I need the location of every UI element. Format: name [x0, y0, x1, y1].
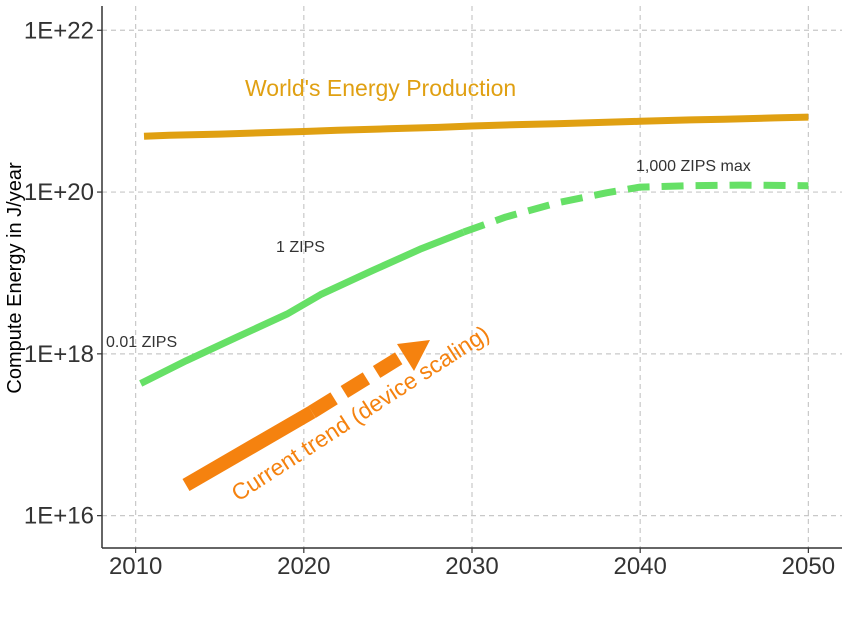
x-tick-label: 2050 [782, 553, 835, 580]
x-tick-label: 2040 [613, 553, 666, 580]
annotation-current-trend: Current trend (device scaling) [227, 320, 494, 506]
annotation-0-01-zips: 0.01 ZIPS [106, 334, 177, 351]
grid [102, 6, 842, 548]
annotation-1000-zips-max: 1,000 ZIPS max [636, 158, 751, 175]
y-tick-label: 1E+18 [24, 341, 94, 368]
series-lines [139, 113, 809, 387]
y-tick-label: 1E+22 [24, 17, 94, 44]
y-tick-labels: 1E+16 1E+18 1E+20 1E+22 [24, 17, 94, 529]
series-line-3 [462, 181, 809, 236]
annotation-world-energy: World's Energy Production [245, 75, 516, 101]
trend-arrow [182, 340, 430, 492]
trend-arrow-head [397, 340, 430, 371]
x-tick-label: 2020 [277, 553, 330, 580]
y-tick-label: 1E+16 [24, 503, 94, 530]
x-tick-label: 2030 [445, 553, 498, 580]
y-tick-label: 1E+20 [24, 179, 94, 206]
series-line-2 [139, 228, 465, 387]
trend-arrow-solid [182, 405, 316, 492]
axes [97, 6, 842, 553]
x-tick-label: 2010 [109, 553, 162, 580]
annotation-1-zips: 1 ZIPS [276, 239, 325, 256]
y-axis-label: Compute Energy in J/year [4, 162, 26, 394]
trend-arrow-dashed [308, 349, 408, 418]
series-line-1 [143, 113, 809, 140]
x-tick-labels: 2010 2020 2030 2040 2050 [109, 553, 835, 580]
